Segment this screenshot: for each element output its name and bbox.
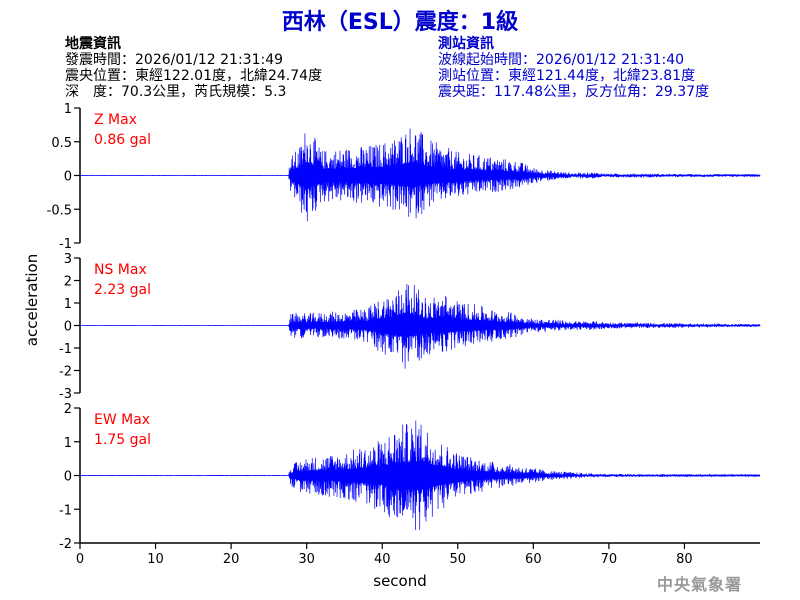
- x-tick-label: 30: [298, 552, 315, 567]
- x-tick-label: 80: [676, 552, 693, 567]
- x-tick-label: 50: [450, 552, 467, 567]
- y-tick-label: -2: [59, 537, 72, 552]
- waveform-ns: [79, 284, 761, 369]
- max-value-z: 0.86 gal: [94, 132, 151, 148]
- y-tick-label: 1: [64, 102, 72, 117]
- x-tick-label: 10: [147, 552, 164, 567]
- x-tick-label: 40: [374, 552, 391, 567]
- y-tick-label: -0.5: [47, 203, 72, 218]
- waveform-z: [79, 128, 761, 222]
- x-tick-label: 70: [601, 552, 618, 567]
- x-axis-label: second: [373, 572, 427, 590]
- max-value-ew: 1.75 gal: [94, 432, 151, 448]
- station-info-heading: 測站資訊: [438, 36, 494, 52]
- agency-logo-text: 中央氣象署: [657, 575, 743, 594]
- event-info-block: 地震資訊 發震時間：2026/01/12 21:31:49 震央位置：東經122…: [65, 36, 322, 100]
- y-tick-label: -1: [59, 342, 72, 357]
- y-tick-label: 0: [64, 170, 72, 185]
- y-axis-label: acceleration: [23, 254, 41, 346]
- event-info-heading: 地震資訊: [65, 36, 121, 52]
- y-tick-label: 0: [64, 470, 72, 485]
- y-tick-label: -1: [59, 503, 72, 518]
- epicenter-location: 震央位置：東經122.01度，北緯24.74度: [65, 68, 323, 84]
- x-tick-label: 60: [525, 552, 542, 567]
- y-tick-label: 1: [64, 436, 72, 451]
- y-tick-label: -3: [59, 387, 72, 402]
- x-tick-label: 20: [223, 552, 240, 567]
- depth-magnitude: 深 度：70.3公里，芮氏規模：5.3: [65, 84, 287, 100]
- y-tick-label: 0: [64, 320, 72, 335]
- max-label-ew: EW Max: [94, 412, 150, 428]
- station-info-block: 測站資訊 波線起始時間：2026/01/12 21:31:40 測站位置：東經1…: [438, 36, 709, 100]
- x-tick-label: 0: [76, 552, 84, 567]
- y-tick-label: 1: [64, 297, 72, 312]
- y-tick-label: 0.5: [51, 136, 72, 151]
- origin-time: 發震時間：2026/01/12 21:31:49: [65, 52, 284, 68]
- max-value-ns: 2.23 gal: [94, 282, 151, 298]
- station-location: 測站位置：東經121.44度，北緯23.81度: [438, 68, 696, 84]
- y-tick-label: -2: [59, 365, 72, 380]
- page-title: 西林（ESL）震度：1級: [281, 10, 519, 35]
- y-tick-label: 2: [64, 275, 72, 290]
- wave-start-time: 波線起始時間：2026/01/12 21:31:40: [438, 52, 685, 68]
- waveform-ew: [79, 420, 761, 531]
- y-tick-label: 3: [64, 252, 72, 267]
- y-tick-label: 2: [64, 402, 72, 417]
- y-tick-label: -1: [59, 237, 72, 252]
- distance-azimuth: 震央距：117.48公里，反方位角：29.37度: [438, 84, 710, 100]
- max-label-ns: NS Max: [94, 262, 147, 278]
- max-label-z: Z Max: [94, 112, 137, 128]
